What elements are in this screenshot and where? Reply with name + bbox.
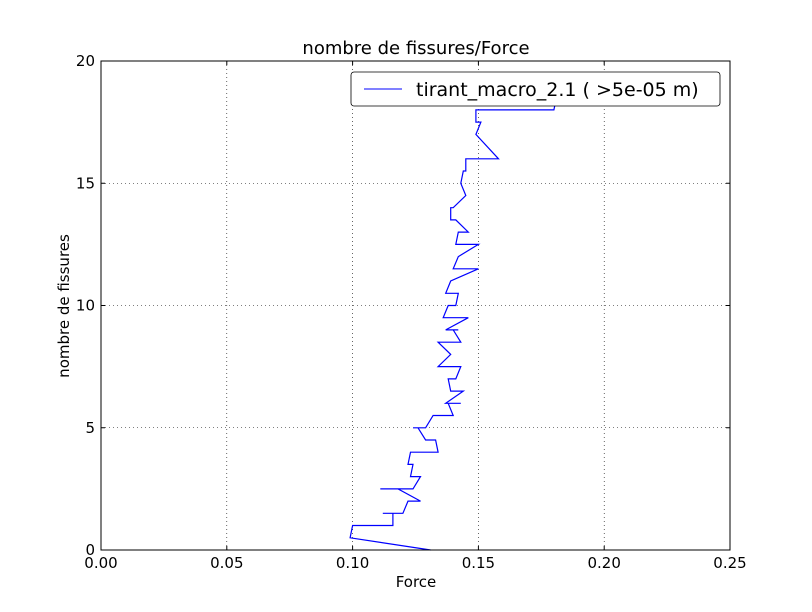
series-layer	[349, 72, 708, 551]
x-tick-label: 0.10	[336, 554, 369, 572]
legend: tirant_macro_2.1 ( >5e-05 m)	[350, 71, 721, 107]
x-axis-label: Force	[396, 573, 437, 591]
y-tick-label: 0	[85, 541, 95, 559]
y-tick-label: 10	[76, 297, 95, 315]
y-tick-label: 5	[85, 419, 95, 437]
x-tick-label: 0.15	[462, 554, 495, 572]
y-tick-label: 20	[76, 52, 95, 70]
chart-title: nombre de fissures/Force	[302, 38, 529, 59]
tick-marks	[100, 60, 731, 551]
series-line-0	[349, 72, 708, 551]
x-tick-label: 0.05	[210, 554, 243, 572]
legend-label: tirant_macro_2.1 ( >5e-05 m)	[416, 79, 699, 101]
y-axis-label: nombre de fissures	[55, 234, 73, 378]
x-tick-label: 0.25	[713, 554, 746, 572]
x-tick-label: 0.20	[587, 554, 620, 572]
y-tick-label: 15	[76, 174, 95, 192]
x-tick-label: 0.00	[84, 554, 117, 572]
tick-labels: 0.00 0.05 0.10 0.15 0.20 0.25 0 5 10 15 20	[76, 52, 747, 572]
grid-lines	[101, 61, 730, 550]
legend-box	[350, 71, 721, 107]
